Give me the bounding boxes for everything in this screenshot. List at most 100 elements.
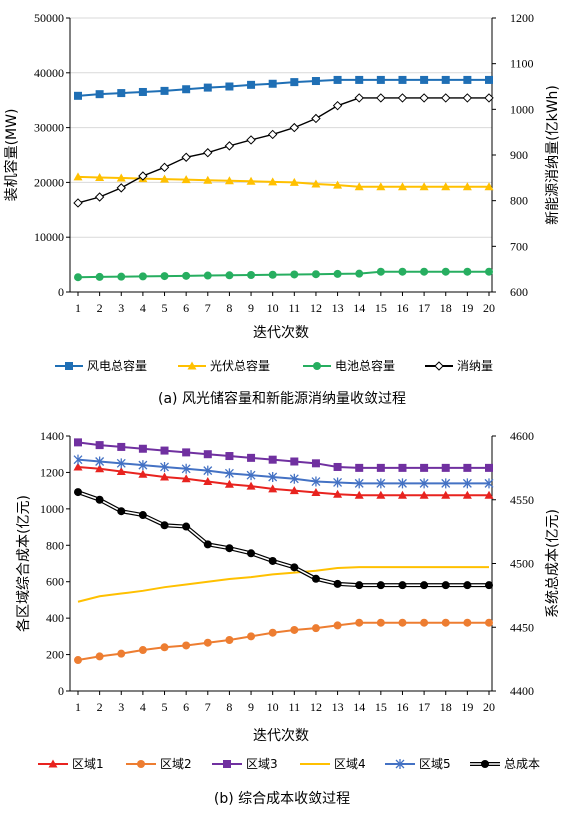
- data-point: [138, 469, 148, 478]
- x-tick-label: 8: [226, 700, 232, 714]
- data-point: [354, 478, 364, 489]
- data-point: [116, 173, 126, 182]
- x-tick-label: 4: [140, 700, 146, 714]
- x-tick-label: 4: [140, 301, 146, 315]
- data-point: [160, 272, 169, 281]
- chart-b: (b) 综合成本收敛过程 020040060080010001200140044…: [16, 429, 561, 807]
- x-tick-label: 12: [310, 700, 322, 714]
- data-point: [225, 544, 234, 553]
- data-point: [333, 489, 343, 498]
- data-point: [290, 457, 299, 466]
- data-point: [289, 486, 299, 495]
- data-point: [203, 465, 213, 476]
- data-point: [441, 267, 450, 276]
- series-a-4: [73, 93, 494, 208]
- x-axis-label: 迭代次数: [253, 728, 309, 744]
- data-point: [463, 75, 472, 84]
- x-tick-label: 5: [162, 700, 168, 714]
- data-point: [268, 484, 278, 493]
- data-point: [268, 628, 277, 637]
- data-point: [203, 477, 213, 486]
- data-point: [290, 563, 299, 572]
- x-tick-label: 7: [205, 301, 211, 315]
- x-tick-label: 6: [183, 700, 189, 714]
- legend-item: 区域2: [126, 757, 192, 771]
- data-point: [441, 93, 451, 103]
- data-point: [246, 176, 256, 185]
- data-point: [268, 79, 277, 88]
- legend-label: 区域5: [419, 757, 451, 771]
- legend-marker: [313, 362, 321, 370]
- data-point: [355, 75, 364, 84]
- data-point: [117, 89, 126, 98]
- data-point: [224, 479, 234, 488]
- legend-marker: [137, 760, 145, 768]
- data-point: [398, 478, 407, 489]
- legend-item: 消纳量: [425, 359, 493, 373]
- y-tick-label: 1200: [40, 465, 64, 479]
- legend-label: 区域4: [334, 757, 366, 771]
- data-point: [484, 93, 494, 103]
- legend-label: 总成本: [504, 757, 540, 771]
- data-point: [463, 618, 472, 627]
- data-point: [462, 182, 472, 191]
- series-a-2: [73, 172, 494, 191]
- data-point: [268, 455, 277, 464]
- data-point: [268, 177, 278, 186]
- legend-item: 光伏总容量: [178, 358, 270, 373]
- data-point: [116, 183, 126, 193]
- legend-item: 电池总容量: [303, 358, 395, 373]
- chart-a: (a) 风光储容量和新能源消纳量收敛过程 0 10000 20000 30000 400…: [3, 11, 561, 407]
- data-point: [484, 490, 494, 499]
- data-point: [419, 478, 429, 489]
- legend-label: 区域1: [72, 757, 104, 771]
- data-point: [181, 463, 191, 474]
- data-point: [376, 490, 386, 499]
- data-point: [95, 172, 105, 181]
- data-point: [333, 621, 342, 630]
- y2-tick-label: 4400: [510, 684, 534, 698]
- data-point: [290, 625, 299, 634]
- data-point: [311, 270, 320, 279]
- legend-label: 光伏总容量: [210, 358, 270, 373]
- x-tick-label: 16: [396, 700, 408, 714]
- legend-label: 消纳量: [457, 359, 493, 373]
- data-point: [441, 463, 450, 472]
- legend-item: 区域5: [385, 757, 451, 771]
- data-point: [311, 459, 320, 468]
- data-point: [420, 463, 429, 472]
- y-tick-label: 30000: [34, 121, 64, 135]
- series-line: [77, 175, 489, 188]
- data-point: [247, 271, 256, 280]
- data-point: [138, 646, 147, 655]
- legend-label: 区域3: [246, 757, 278, 771]
- legend-label: 电池总容量: [335, 358, 395, 373]
- data-point: [333, 75, 342, 84]
- data-point: [376, 182, 386, 191]
- x-tick-label: 17: [418, 700, 430, 714]
- data-point: [74, 273, 82, 282]
- series-line: [77, 458, 489, 485]
- data-point: [116, 458, 126, 469]
- data-point: [484, 478, 494, 489]
- data-point: [267, 129, 278, 140]
- data-point: [159, 162, 170, 173]
- data-point: [224, 176, 234, 185]
- data-point: [203, 83, 212, 92]
- data-point: [485, 75, 493, 84]
- series-line-outline: [77, 490, 489, 588]
- x-tick-label: 1: [75, 700, 81, 714]
- data-point: [376, 93, 386, 103]
- y2-tick-label: 1100: [510, 57, 534, 71]
- x-tick-label: 19: [461, 301, 473, 315]
- data-point: [420, 581, 429, 590]
- x-tick-label: 2: [97, 700, 103, 714]
- data-point: [441, 75, 450, 84]
- data-point: [74, 438, 82, 447]
- data-point: [117, 272, 126, 281]
- data-point: [95, 495, 104, 504]
- data-point: [463, 267, 472, 276]
- data-point: [419, 490, 429, 499]
- y-tick-label: 1000: [40, 502, 64, 516]
